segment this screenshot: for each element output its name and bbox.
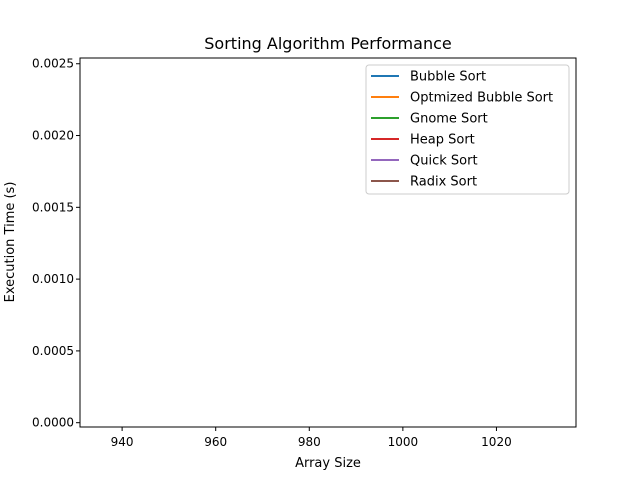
legend-label-1: Optmized Bubble Sort — [410, 91, 553, 106]
x-tick-label-4: 1020 — [481, 435, 512, 449]
plot-frame — [79, 57, 577, 428]
chart-title: Sorting Algorithm Performance — [204, 34, 451, 53]
x-tick-label-3: 1000 — [388, 435, 419, 449]
y-tick-label-1: 0.0005 — [32, 344, 74, 358]
y-tick-label-3: 0.0015 — [32, 200, 74, 214]
legend-label-4: Quick Sort — [410, 154, 478, 169]
y-tick-label-2: 0.0010 — [32, 272, 74, 286]
x-axis: 940 960 980 1000 1020 — [111, 427, 512, 449]
y-axis-label: Execution Time (s) — [3, 182, 18, 303]
x-tick-label-0: 940 — [111, 435, 134, 449]
y-tick-label-0: 0.0000 — [32, 416, 74, 430]
legend-label-0: Bubble Sort — [410, 70, 486, 85]
y-tick-label-5: 0.0025 — [32, 57, 74, 71]
y-axis: 0.0000 0.0005 0.0010 0.0015 0.0020 0.0025 — [32, 57, 80, 430]
y-tick-label-4: 0.0020 — [32, 129, 74, 143]
x-tick-label-2: 980 — [298, 435, 321, 449]
legend-label-5: Radix Sort — [410, 175, 477, 190]
legend: Bubble Sort Optmized Bubble Sort Gnome Sor… — [365, 64, 570, 195]
x-tick-label-1: 960 — [204, 435, 227, 449]
legend-label-2: Gnome Sort — [410, 112, 488, 127]
x-axis-label: Array Size — [295, 456, 361, 471]
legend-box — [365, 64, 570, 195]
legend-label-3: Heap Sort — [410, 133, 475, 148]
